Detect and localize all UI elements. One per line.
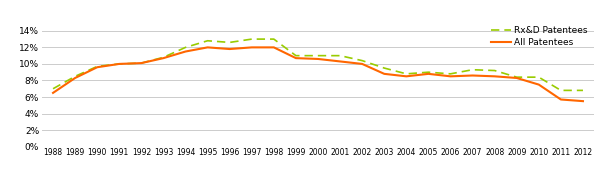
Rx&D Patentees	[270, 38, 277, 40]
Rx&D Patentees	[535, 76, 542, 78]
Rx&D Patentees	[491, 69, 498, 72]
Rx&D Patentees	[403, 73, 410, 75]
All Patentees	[359, 63, 366, 65]
All Patentees	[226, 48, 233, 50]
Legend: Rx&D Patentees, All Patentees: Rx&D Patentees, All Patentees	[489, 25, 589, 49]
Rx&D Patentees	[380, 67, 388, 69]
All Patentees	[71, 77, 79, 79]
All Patentees	[94, 66, 101, 68]
Rx&D Patentees	[94, 65, 101, 67]
All Patentees	[557, 98, 565, 101]
All Patentees	[535, 83, 542, 86]
Rx&D Patentees	[425, 71, 432, 73]
Rx&D Patentees	[513, 76, 520, 78]
All Patentees	[204, 46, 211, 49]
Rx&D Patentees	[116, 63, 123, 65]
All Patentees	[138, 62, 145, 64]
All Patentees	[314, 58, 322, 60]
All Patentees	[337, 60, 344, 63]
All Patentees	[403, 75, 410, 77]
Rx&D Patentees	[49, 88, 56, 90]
All Patentees	[160, 57, 167, 59]
Rx&D Patentees	[469, 69, 476, 71]
All Patentees	[380, 73, 388, 75]
Rx&D Patentees	[359, 59, 366, 62]
All Patentees	[292, 57, 299, 59]
All Patentees	[491, 75, 498, 77]
Rx&D Patentees	[248, 38, 256, 40]
All Patentees	[425, 73, 432, 75]
Rx&D Patentees	[160, 56, 167, 58]
Rx&D Patentees	[557, 89, 565, 92]
Rx&D Patentees	[226, 41, 233, 44]
All Patentees	[469, 74, 476, 77]
All Patentees	[248, 46, 256, 49]
All Patentees	[447, 75, 454, 77]
All Patentees	[270, 46, 277, 49]
All Patentees	[182, 50, 189, 53]
Rx&D Patentees	[182, 46, 189, 49]
Line: All Patentees: All Patentees	[53, 47, 583, 101]
All Patentees	[580, 100, 587, 102]
Rx&D Patentees	[447, 73, 454, 75]
Line: Rx&D Patentees: Rx&D Patentees	[53, 39, 583, 90]
All Patentees	[116, 63, 123, 65]
All Patentees	[49, 92, 56, 94]
Rx&D Patentees	[580, 89, 587, 92]
Rx&D Patentees	[337, 55, 344, 57]
Rx&D Patentees	[314, 55, 322, 57]
Rx&D Patentees	[204, 40, 211, 42]
All Patentees	[513, 77, 520, 79]
Rx&D Patentees	[292, 55, 299, 57]
Rx&D Patentees	[71, 75, 79, 77]
Rx&D Patentees	[138, 62, 145, 64]
